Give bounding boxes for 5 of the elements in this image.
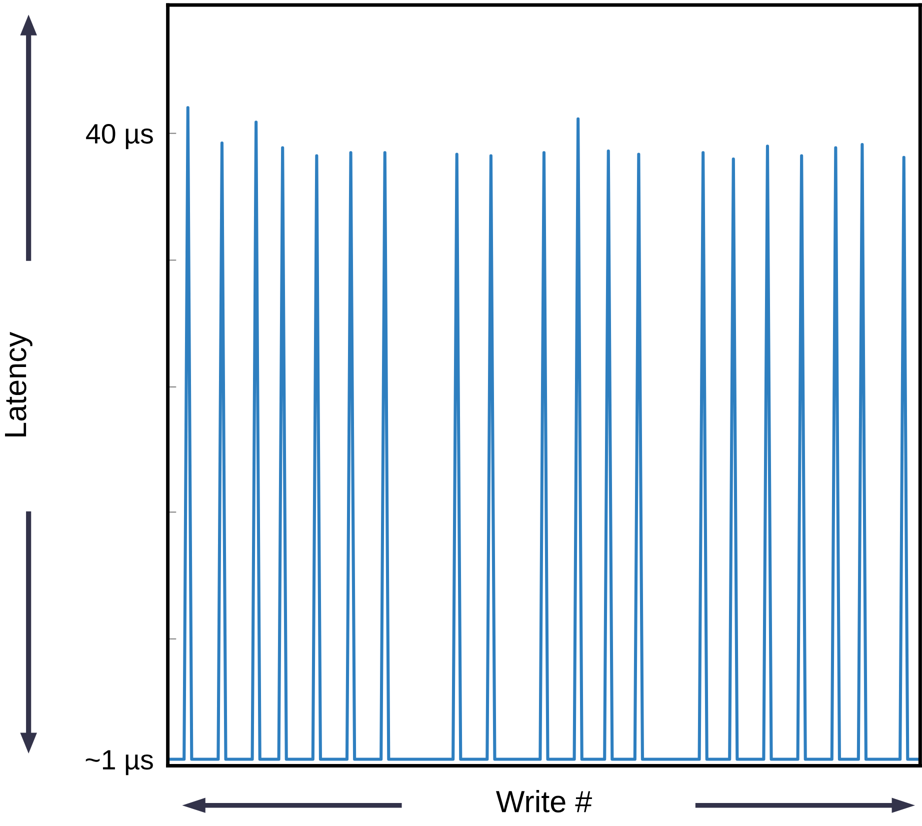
line-series: [168, 106, 920, 761]
y-tick-label: ~1 µs: [86, 750, 153, 776]
x-axis-title: Write #: [496, 790, 592, 812]
y-tick-label: 40 µs: [86, 124, 153, 150]
y-axis-title: Latency: [5, 332, 32, 436]
